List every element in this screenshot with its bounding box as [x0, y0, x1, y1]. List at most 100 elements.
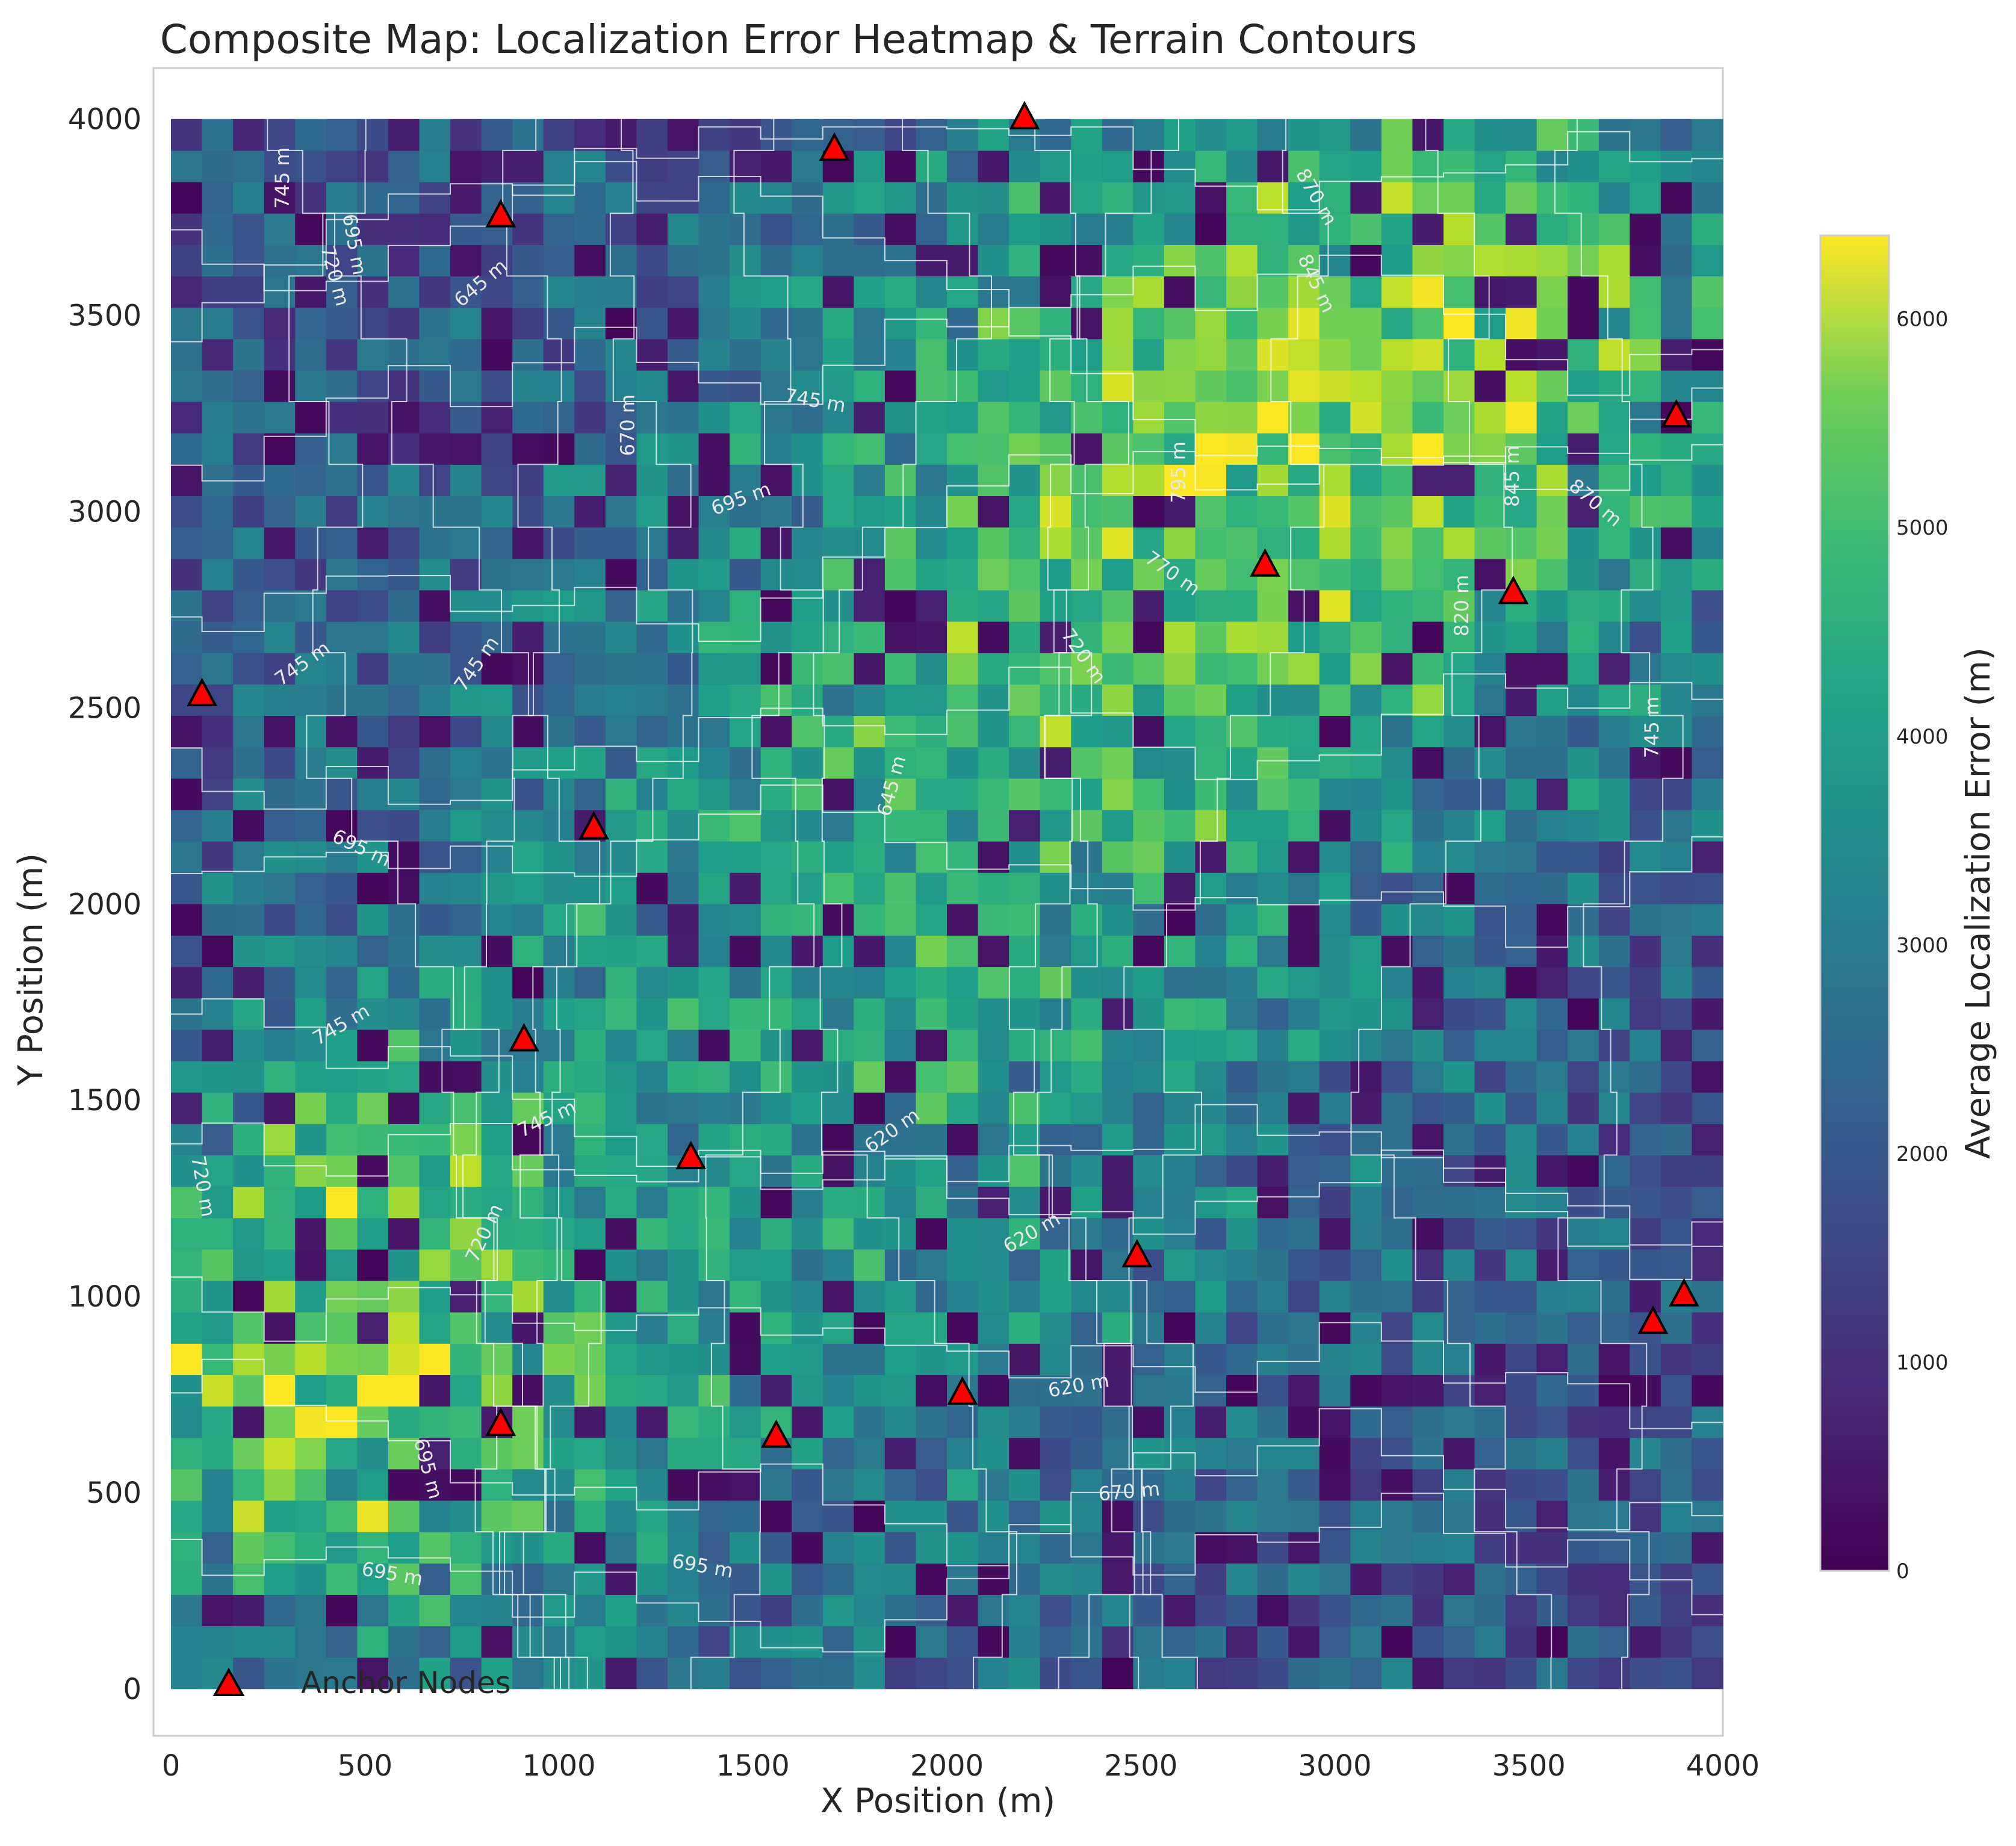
heatmap-cell: [1506, 1249, 1537, 1281]
heatmap-cell: [1474, 1406, 1506, 1438]
heatmap-cell: [978, 1594, 1010, 1627]
heatmap-cell: [730, 998, 761, 1030]
heatmap-cell: [916, 370, 948, 402]
heatmap-cell: [202, 1060, 234, 1093]
heatmap-cell: [792, 276, 823, 308]
heatmap-cell: [357, 182, 389, 214]
heatmap-cell: [1692, 182, 1723, 214]
heatmap-cell: [1630, 872, 1661, 904]
heatmap-cell: [1474, 653, 1506, 685]
heatmap-cell: [1195, 433, 1227, 465]
heatmap-cell: [1133, 150, 1165, 182]
heatmap-cell: [978, 841, 1010, 873]
heatmap-cell: [1474, 935, 1506, 968]
heatmap-cell: [1598, 558, 1630, 591]
heatmap-cell: [1257, 1060, 1289, 1093]
heatmap-cell: [698, 841, 730, 873]
heatmap-cell: [1164, 778, 1196, 810]
heatmap-cell: [978, 1217, 1010, 1250]
heatmap-cell: [1071, 1217, 1103, 1250]
anchor-node-marker: [1637, 1305, 1669, 1334]
heatmap-cell: [1630, 841, 1661, 873]
heatmap-cell: [854, 496, 885, 528]
heatmap-cell: [636, 433, 668, 465]
heatmap-cell: [357, 998, 389, 1030]
heatmap-cell: [978, 747, 1010, 779]
heatmap-cell: [1381, 1155, 1413, 1187]
heatmap-cell: [512, 370, 544, 402]
heatmap-cell: [1506, 653, 1537, 685]
y-tick-label: 2500: [68, 691, 141, 725]
heatmap-cell: [1133, 589, 1165, 622]
heatmap-cell: [1660, 150, 1693, 182]
heatmap-cell: [419, 589, 451, 622]
heatmap-cell: [512, 1626, 544, 1658]
heatmap-cell: [574, 1249, 606, 1281]
heatmap-cell: [1071, 119, 1103, 151]
heatmap-cell: [512, 1280, 544, 1313]
heatmap-cell: [1381, 998, 1413, 1030]
heatmap-cell: [1381, 1375, 1413, 1407]
heatmap-cell: [1536, 182, 1568, 214]
heatmap-cell: [1009, 496, 1041, 528]
heatmap-cell: [1412, 1594, 1444, 1627]
heatmap-cell: [1164, 119, 1196, 151]
heatmap-cell: [512, 496, 544, 528]
heatmap-cell: [822, 1375, 854, 1407]
heatmap-cell: [171, 244, 203, 277]
heatmap-cell: [1443, 1468, 1475, 1501]
heatmap-cell: [1568, 1532, 1599, 1564]
heatmap-cell: [295, 338, 327, 371]
heatmap-cell: [947, 1092, 979, 1124]
heatmap-cell: [1102, 809, 1134, 842]
heatmap-cell: [1474, 1468, 1506, 1501]
heatmap-cell: [916, 715, 948, 748]
heatmap-cell: [1381, 1532, 1413, 1564]
heatmap-cell: [1226, 1532, 1258, 1564]
heatmap-cell: [1009, 1029, 1041, 1061]
heatmap-cell: [481, 558, 513, 591]
heatmap-cell: [481, 1186, 513, 1219]
heatmap-cell: [1288, 904, 1320, 936]
heatmap-cell: [947, 966, 979, 999]
heatmap-cell: [1381, 778, 1413, 810]
heatmap-cell: [1040, 904, 1072, 936]
heatmap-cell: [636, 653, 668, 685]
heatmap-cell: [854, 1186, 885, 1219]
heatmap-cell: [512, 904, 544, 936]
heatmap-cell: [884, 433, 917, 465]
heatmap-cell: [792, 119, 823, 151]
heatmap-cell: [1288, 1343, 1320, 1375]
heatmap-cell: [1288, 1657, 1320, 1689]
heatmap-cell: [916, 809, 948, 842]
heatmap-cell: [1381, 433, 1413, 465]
heatmap-cell: [1164, 527, 1196, 559]
heatmap-cell: [450, 1155, 482, 1187]
heatmap-cell: [1568, 1343, 1599, 1375]
heatmap-cell: [1257, 935, 1289, 968]
heatmap-cell: [1412, 496, 1444, 528]
heatmap-cell: [171, 1375, 203, 1407]
heatmap-cell: [1443, 684, 1475, 716]
heatmap-cell: [792, 935, 823, 968]
heatmap-cell: [1598, 307, 1630, 340]
heatmap-cell: [854, 1123, 885, 1155]
heatmap-cell: [450, 1217, 482, 1250]
heatmap-cell: [202, 1186, 234, 1219]
heatmap-cell: [636, 872, 668, 904]
heatmap-cell: [357, 1029, 389, 1061]
heatmap-cell: [1443, 307, 1475, 340]
heatmap-cell: [947, 998, 979, 1030]
heatmap-cell: [574, 621, 606, 653]
heatmap-cell: [1568, 402, 1599, 434]
heatmap-cell: [947, 1468, 979, 1501]
heatmap-cell: [1630, 1280, 1661, 1313]
heatmap-cell: [1195, 1406, 1227, 1438]
heatmap-cell: [512, 966, 544, 999]
contour-line: [171, 126, 1723, 291]
heatmap-cell: [1443, 150, 1475, 182]
heatmap-cell: [698, 998, 730, 1030]
heatmap-cell: [760, 747, 792, 779]
anchor-node-marker: [485, 199, 516, 228]
heatmap-cell: [171, 653, 203, 685]
